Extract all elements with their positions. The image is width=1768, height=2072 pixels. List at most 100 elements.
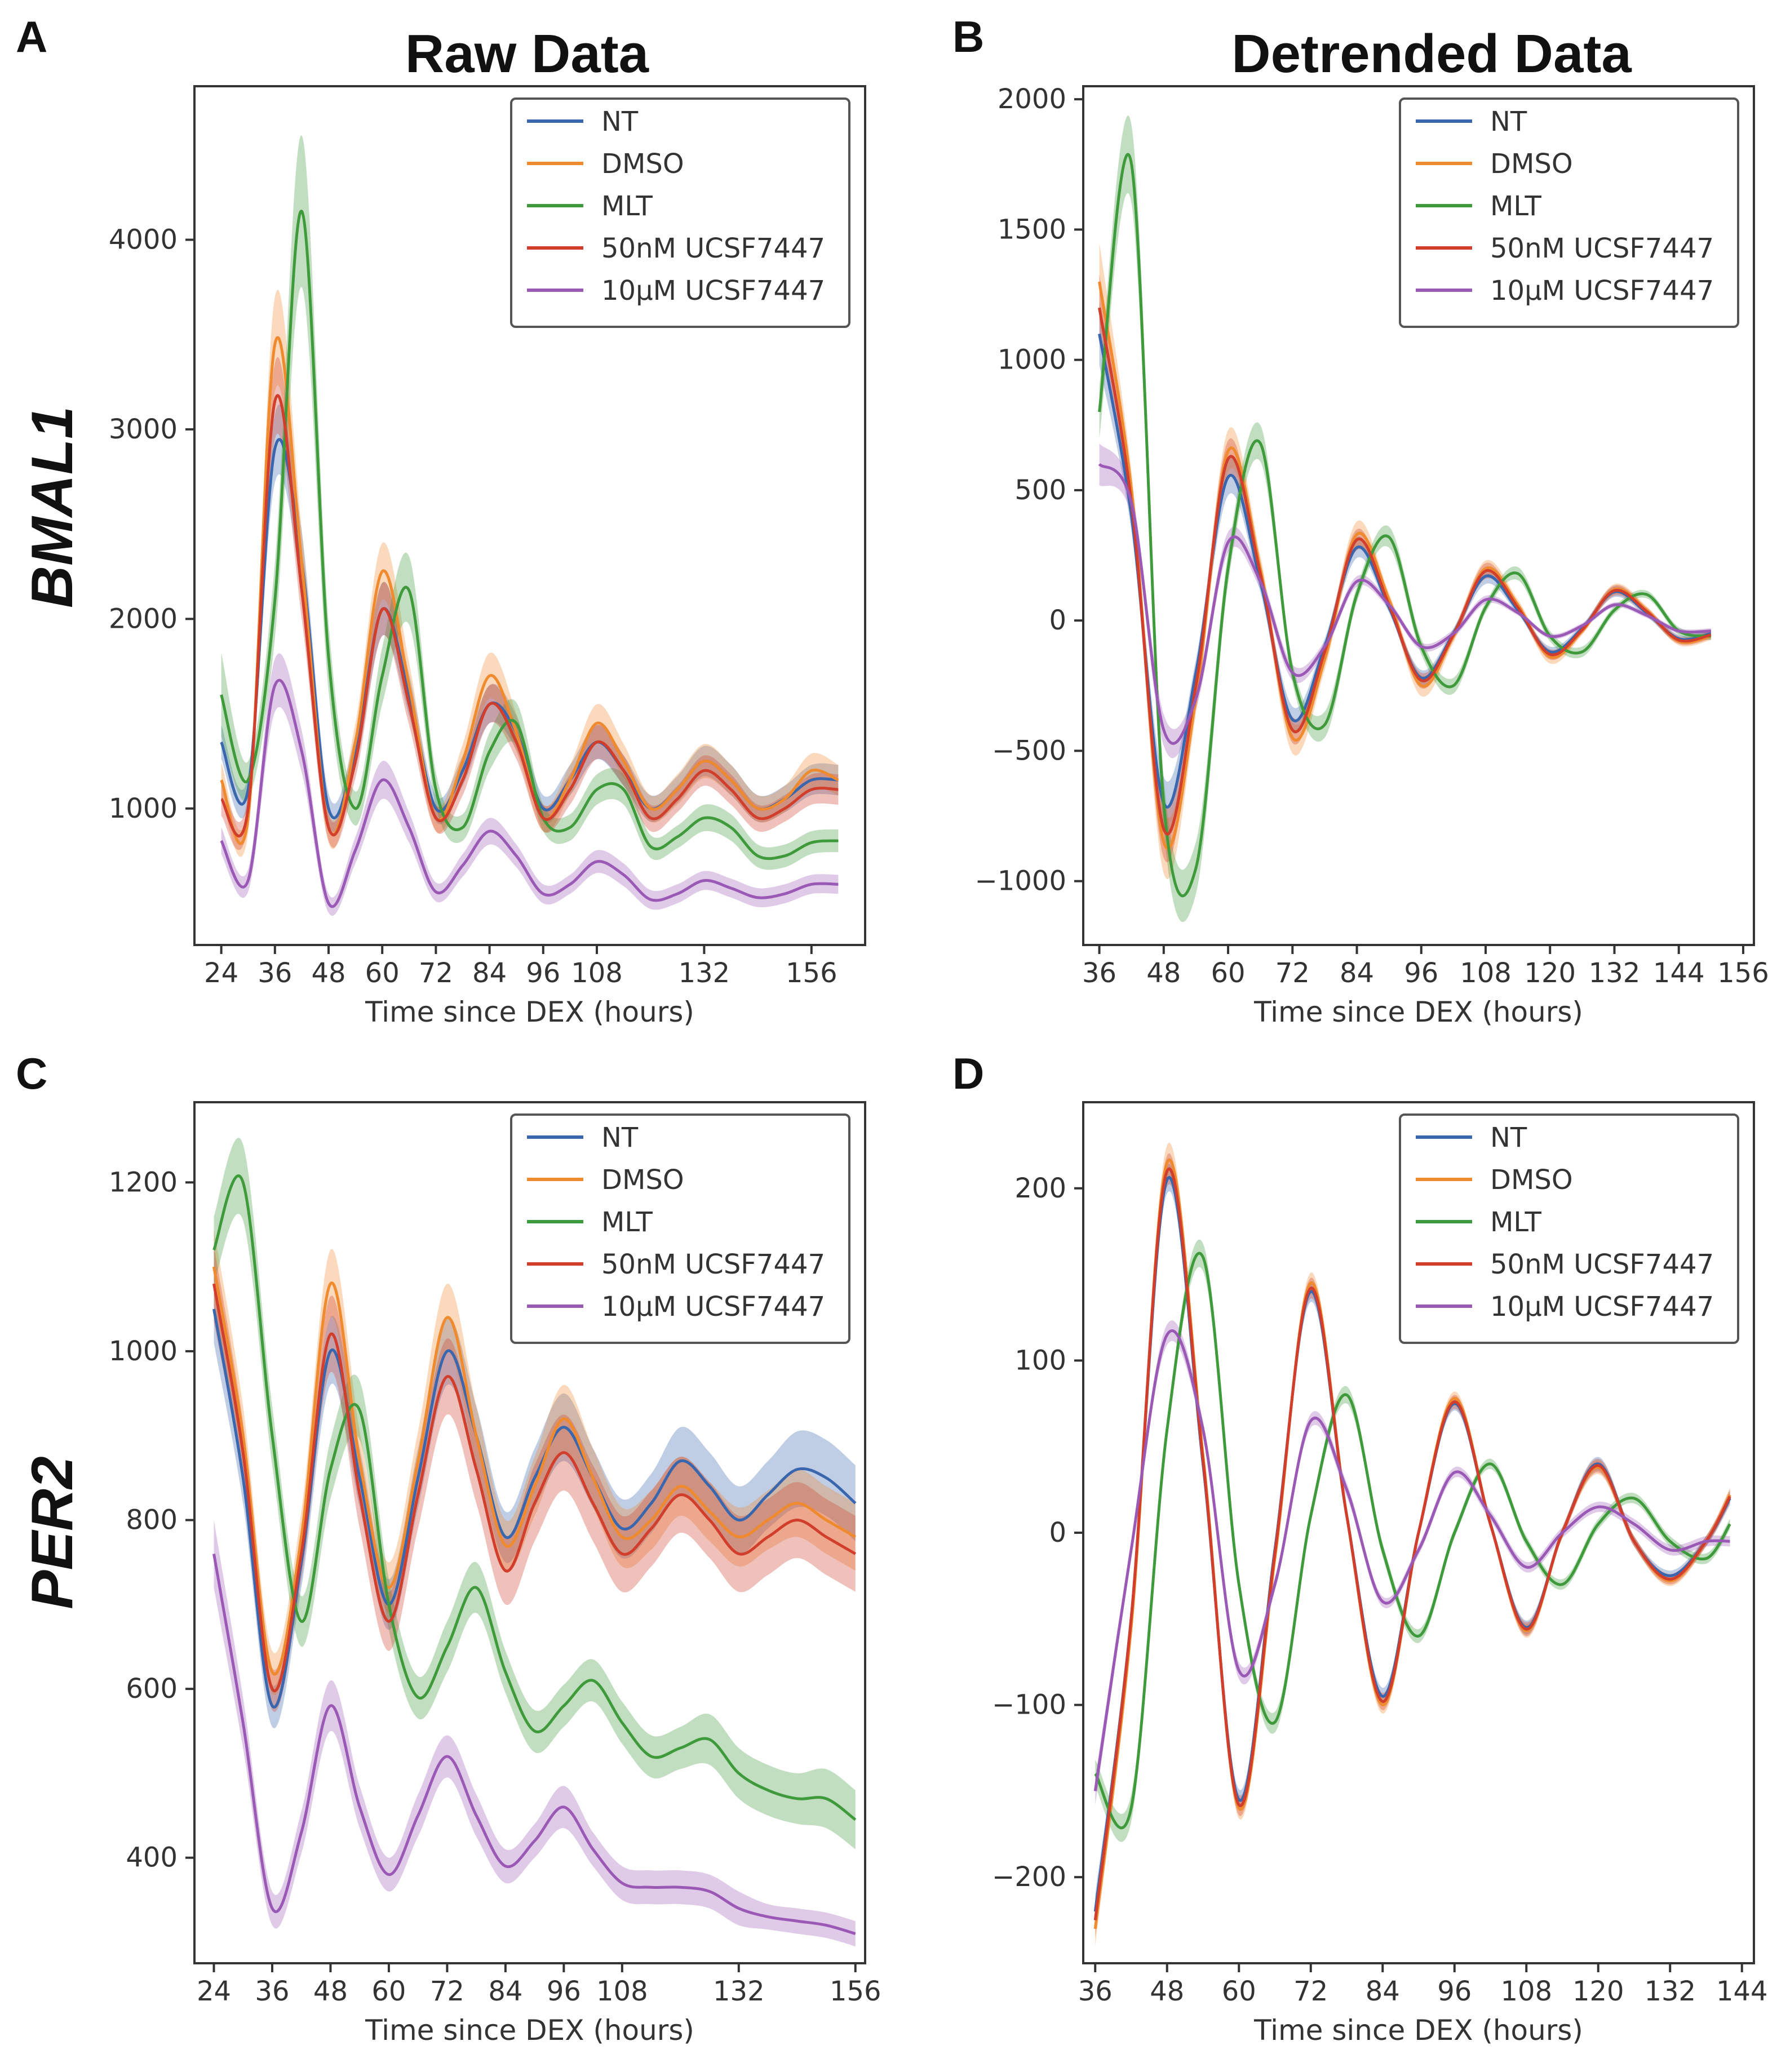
y-tick-label: 1500	[998, 214, 1066, 245]
legend-entry: MLT	[1490, 190, 1542, 222]
y-tick-label: 1000	[998, 344, 1066, 376]
x-tick-label: 36	[258, 957, 292, 989]
legend-entry: 10µM UCSF7447	[1490, 1291, 1714, 1323]
x-tick-label: 144	[1716, 1976, 1768, 2007]
x-axis-label: Time since DEX (hours)	[1253, 2014, 1583, 2047]
series-line-b-1	[1098, 281, 1712, 850]
x-tick-label: 36	[255, 1976, 289, 2007]
legend-entry: NT	[601, 1122, 639, 1153]
panel-letter-a: A	[16, 12, 47, 61]
legend-entry: 10µM UCSF7447	[601, 275, 825, 307]
y-tick-label: 800	[126, 1505, 178, 1536]
series-line-c-3	[212, 1283, 857, 1692]
series-layer	[220, 135, 839, 916]
legend: NT DMSO MLT 50nM UCSF7447 10µM UCSF7447	[510, 97, 850, 328]
y-tick-label: 1000	[109, 793, 178, 824]
y-tick-label: 4000	[109, 224, 178, 256]
series-layer	[212, 1138, 857, 1946]
legend-entry: DMSO	[601, 148, 684, 180]
legend-entry: 50nM UCSF7447	[1490, 233, 1714, 264]
x-tick-label: 96	[547, 1976, 581, 2007]
panel-letter-c: C	[16, 1049, 47, 1098]
band-a-4	[221, 653, 839, 916]
legend-entry: 10µM UCSF7447	[1490, 275, 1714, 307]
series-line-c-4	[212, 1554, 856, 1936]
legend: NT DMSO MLT 50nM UCSF7447 10µM UCSF7447	[1399, 1113, 1739, 1344]
x-tick-label: 108	[596, 1976, 648, 2007]
legend-entry: NT	[601, 106, 639, 137]
x-tick-label: 132	[1589, 957, 1641, 989]
x-tick-label: 24	[204, 957, 238, 989]
y-tick-label: 600	[126, 1673, 178, 1705]
y-tick-label: 1000	[109, 1336, 178, 1367]
band-b-1	[1099, 242, 1711, 880]
y-tick-label: −1000	[975, 866, 1066, 897]
x-tick-label: 96	[1404, 957, 1438, 989]
x-tick-label: 48	[1150, 1976, 1184, 2007]
x-tick-label: 84	[1366, 1976, 1400, 2007]
plot-frame	[1082, 85, 1755, 946]
y-tick-label: 1200	[109, 1166, 178, 1198]
series-line-c-2	[212, 1174, 857, 1821]
x-tick-label: 108	[571, 957, 623, 989]
band-c-2	[214, 1138, 856, 1849]
legend-box	[510, 97, 850, 328]
legend-box	[1399, 97, 1739, 328]
chart-panel-d: 36 48 60 72 84 96 108 120 132 144 −200 −100 0 100 200 T…	[992, 1101, 1768, 2047]
band-b-0	[1099, 302, 1711, 833]
x-axis-label: Time since DEX (hours)	[365, 2014, 694, 2047]
x-tick-label: 48	[311, 957, 345, 989]
x-tick-label: 108	[1500, 1976, 1552, 2007]
series-line-d-3	[1093, 1168, 1731, 1920]
x-axis-label: Time since DEX (hours)	[1253, 996, 1583, 1028]
series-line-b-4	[1098, 463, 1711, 745]
x-tick-label: 48	[1146, 957, 1181, 989]
series-line-b-3	[1098, 307, 1712, 836]
legend-entry: DMSO	[601, 1164, 684, 1196]
column-title-detrended: Detrended Data	[1231, 24, 1632, 84]
x-tick-label: 60	[1222, 1976, 1256, 2007]
series-line-a-4	[220, 678, 839, 908]
x-tick-label: 156	[786, 957, 838, 989]
band-b-4	[1099, 443, 1711, 758]
legend-entry: DMSO	[1490, 148, 1573, 180]
y-tick-label: −200	[992, 1861, 1066, 1893]
legend-entry: MLT	[601, 1206, 653, 1238]
band-a-1	[221, 290, 839, 857]
series-layer	[1093, 1142, 1731, 1946]
x-tick-label: 36	[1078, 1976, 1113, 2007]
chart-panel-a: 24 36 48 60 72 84 96 108 132 156 1000 2000 3000 4000 T…	[109, 85, 866, 1028]
series-line-a-2	[220, 210, 839, 860]
legend: NT DMSO MLT 50nM UCSF7447 10µM UCSF7447	[510, 1113, 850, 1344]
chart-panel-c: 24 36 48 60 72 84 96 108 132 156 400 600 800 1000 1200…	[109, 1101, 881, 2047]
band-c-1	[214, 1228, 856, 1696]
x-tick-label: 48	[313, 1976, 348, 2007]
panel-letter-d: D	[952, 1049, 984, 1098]
legend-entry: NT	[1490, 1122, 1527, 1153]
legend-entry: 50nM UCSF7447	[601, 233, 825, 264]
column-title-raw: Raw Data	[405, 24, 649, 84]
legend: NT DMSO MLT 50nM UCSF7447 10µM UCSF7447	[1399, 97, 1739, 328]
band-c-4	[214, 1520, 856, 1946]
legend-entry: 50nM UCSF7447	[1490, 1249, 1714, 1280]
band-b-3	[1099, 274, 1711, 863]
legend-entry: 50nM UCSF7447	[601, 1249, 825, 1280]
panel-letter-b: B	[952, 12, 984, 61]
y-tick-label: −100	[992, 1689, 1066, 1721]
y-tick-label: 2000	[998, 83, 1066, 115]
y-tick-label: 100	[1014, 1345, 1066, 1376]
x-tick-label: 108	[1460, 957, 1512, 989]
series-line-d-4	[1093, 1329, 1730, 1791]
legend-box	[1399, 1113, 1739, 1344]
x-tick-label: 84	[488, 1976, 522, 2007]
y-tick-label: 200	[1014, 1173, 1066, 1204]
x-tick-label: 132	[679, 957, 730, 989]
series-line-a-1	[220, 336, 839, 845]
y-tick-label: 0	[1049, 605, 1066, 636]
row-title-per2: PER2	[20, 1456, 85, 1609]
x-tick-label: 120	[1524, 957, 1576, 989]
legend-entry: MLT	[601, 190, 653, 222]
x-tick-label: 60	[365, 957, 400, 989]
y-tick-label: 500	[1014, 474, 1066, 506]
